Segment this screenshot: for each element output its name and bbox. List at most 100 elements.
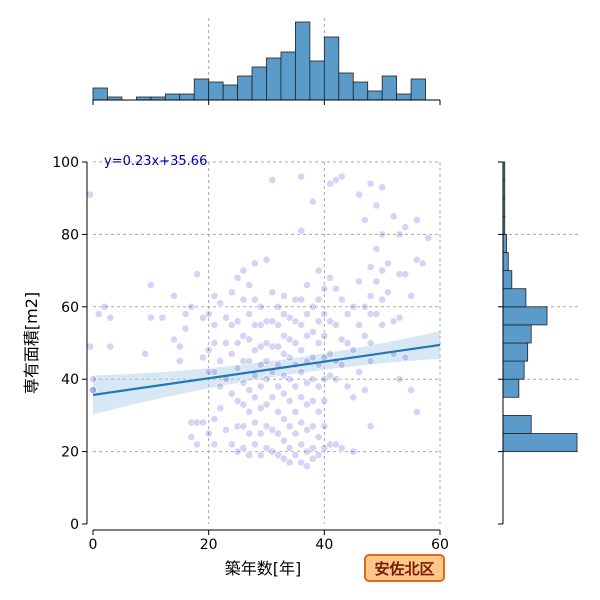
- scatter-point: [314, 317, 323, 326]
- scatter-point: [256, 429, 265, 438]
- scatter-point: [245, 407, 254, 416]
- scatter-point: [297, 172, 306, 181]
- scatter-point: [308, 454, 317, 463]
- scatter-point: [395, 375, 404, 384]
- scatter-point: [308, 328, 317, 336]
- y-tick-label: 0: [70, 517, 79, 533]
- scatter-point: [314, 382, 323, 391]
- scatter-point: [303, 425, 311, 434]
- scatter-point: [291, 317, 300, 326]
- scatter-point: [383, 288, 392, 297]
- scatter-point: [378, 183, 387, 192]
- scatter-point: [285, 335, 294, 344]
- scatter-point: [262, 317, 271, 326]
- scatter-point: [170, 291, 178, 300]
- scatter-point: [239, 400, 248, 409]
- x-tick-label: 20: [200, 537, 218, 553]
- scatter-point: [343, 339, 352, 347]
- x-hist-bar: [367, 90, 383, 101]
- scatter-point: [331, 320, 340, 329]
- scatter-point: [349, 447, 358, 456]
- scatter-point: [204, 429, 213, 438]
- scatter-point: [337, 335, 346, 344]
- scatter-point: [279, 436, 288, 445]
- scatter-point: [320, 375, 329, 384]
- scatter-point: [291, 451, 300, 460]
- scatter-point: [198, 418, 207, 427]
- scatter-point: [274, 302, 282, 311]
- scatter-point: [256, 342, 265, 351]
- scatter-point: [89, 386, 97, 394]
- scatter-point: [210, 368, 219, 376]
- x-hist-bar: [222, 84, 238, 101]
- scatter-point: [372, 201, 381, 210]
- scatter-point: [291, 382, 300, 391]
- scatter-point: [337, 444, 346, 452]
- scatter-point: [210, 320, 219, 329]
- scatter-point: [331, 284, 340, 293]
- scatter-point: [395, 230, 404, 239]
- scatter-point: [285, 396, 294, 405]
- y-tick-label: 100: [52, 155, 79, 171]
- scatter-point: [193, 418, 201, 427]
- scatter-point: [193, 270, 201, 279]
- scatter-point: [366, 179, 375, 188]
- x-hist-bar: [410, 78, 426, 101]
- scatter-point: [389, 212, 398, 221]
- scatter-point: [198, 353, 207, 362]
- svg-text:安佐北区: 安佐北区: [374, 560, 434, 578]
- scatter-point: [360, 215, 369, 224]
- scatter-point: [262, 357, 271, 365]
- scatter-point: [308, 302, 317, 311]
- scatter-point: [187, 418, 196, 427]
- scatter-point: [320, 422, 329, 431]
- scatter-point: [181, 324, 190, 333]
- scatter-point: [412, 407, 421, 416]
- scatter-point: [303, 331, 311, 340]
- scatter-point: [250, 346, 259, 355]
- scatter-point: [204, 368, 213, 376]
- scatter-point: [245, 386, 254, 394]
- scatter-point: [250, 371, 259, 380]
- scatter-point: [193, 440, 201, 449]
- scatter-point: [256, 382, 265, 391]
- scatter-point: [366, 263, 375, 271]
- scatter-point: [291, 407, 300, 416]
- scatter-point: [366, 339, 375, 347]
- scatter-point: [389, 317, 398, 326]
- scatter-point: [210, 339, 219, 347]
- scatter-points: [86, 172, 433, 470]
- scatter-point: [245, 357, 254, 365]
- scatter-point: [268, 317, 277, 326]
- x-tick-label: 40: [315, 537, 333, 553]
- scatter-point: [233, 273, 242, 282]
- scatter-point: [250, 295, 259, 304]
- x-hist-bar: [352, 81, 369, 101]
- scatter-point: [331, 375, 340, 384]
- scatter-point: [308, 375, 317, 384]
- scatter-point: [227, 389, 236, 398]
- scatter-point: [239, 295, 248, 304]
- scatter-point: [366, 422, 375, 431]
- y-hist-bar: [502, 324, 532, 344]
- scatter-point: [308, 197, 317, 206]
- scatter-point: [412, 255, 421, 264]
- scatter-point: [297, 393, 306, 402]
- scatter-point: [412, 215, 421, 224]
- scatter-point: [303, 462, 311, 470]
- scatter-point: [331, 440, 340, 449]
- scatter-point: [210, 291, 219, 300]
- scatter-point: [216, 404, 225, 413]
- scatter-point: [233, 447, 242, 456]
- scatter-point: [256, 360, 265, 369]
- scatter-point: [401, 223, 410, 232]
- scatter-point: [268, 342, 277, 351]
- tick-labels: 0 20 40 60 0 20 40 60 80 100: [52, 155, 449, 553]
- scatter-point: [326, 440, 334, 449]
- y-tick-label: 60: [61, 300, 79, 316]
- scatter-point: [141, 349, 149, 358]
- x-tick-label: 0: [89, 537, 98, 553]
- scatter-point: [285, 444, 294, 452]
- scatter-point: [401, 270, 410, 279]
